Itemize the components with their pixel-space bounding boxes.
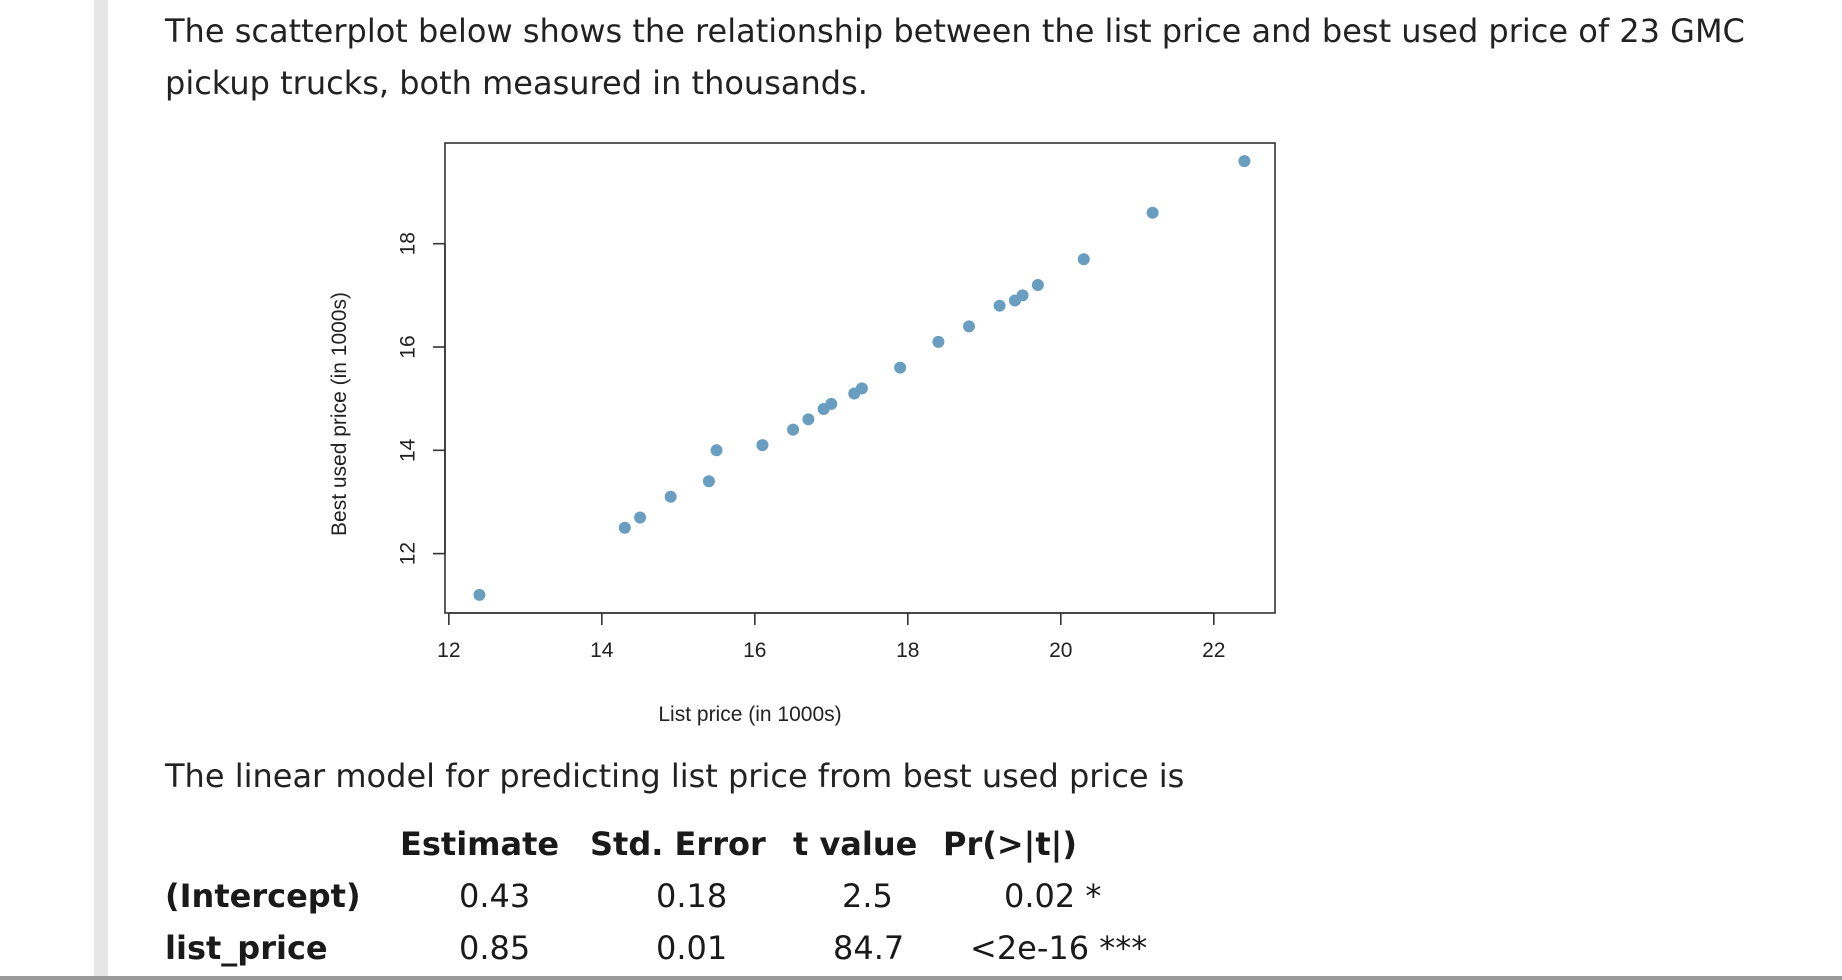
scatter-point — [855, 382, 868, 395]
scatter-point — [634, 511, 647, 524]
table-cell-intercept-t-value: 2.5 — [842, 877, 893, 915]
scatter-point — [1016, 289, 1029, 302]
scatter-point — [473, 588, 486, 601]
table-cell-intercept-p-value: 0.02 * — [1004, 877, 1102, 915]
y-tick-label: 14 — [397, 438, 420, 462]
scatter-point — [618, 521, 631, 534]
table-row-label-list-price: list_price — [165, 929, 328, 967]
y-tick-label: 16 — [397, 335, 420, 358]
scatter-point — [787, 423, 800, 436]
scatter-point — [1238, 155, 1251, 168]
scatter-point — [894, 361, 907, 374]
x-axis-label: List price (in 1000s) — [658, 703, 841, 726]
x-tick-label: 20 — [1049, 639, 1072, 662]
scatter-point — [802, 413, 815, 426]
scatter-point — [963, 320, 976, 333]
table-cell-intercept-estimate: 0.43 — [459, 877, 531, 915]
table-header-std-error: Std. Error — [590, 825, 766, 863]
x-tick-label: 18 — [896, 639, 919, 662]
scatter-point — [932, 335, 945, 348]
scatter-point — [710, 444, 723, 457]
scatter-point — [993, 299, 1006, 312]
x-tick-label: 16 — [743, 639, 766, 662]
intro-paragraph: The scatterplot below shows the relation… — [165, 12, 1745, 102]
table-row-label-intercept: (Intercept) — [165, 877, 361, 915]
left-rail — [0, 0, 108, 980]
model-intro-text: The linear model for predicting list pri… — [165, 757, 1185, 795]
scatter-point — [825, 397, 838, 410]
table-header-p-value: Pr(>|t|) — [943, 825, 1077, 863]
x-tick-label: 12 — [437, 639, 460, 662]
y-tick-label: 12 — [397, 542, 420, 565]
scatter-point — [664, 490, 677, 503]
table-cell-intercept-std-error: 0.18 — [656, 877, 728, 915]
table-cell-list-price-std-error: 0.01 — [656, 929, 728, 967]
x-tick-label: 22 — [1202, 639, 1225, 662]
scatter-point — [1031, 279, 1044, 292]
table-cell-list-price-estimate: 0.85 — [459, 929, 531, 967]
scatter-point — [702, 475, 715, 488]
scatter-point — [756, 439, 769, 452]
y-tick-label: 18 — [397, 232, 420, 255]
y-axis-label: Best used price (in 1000s) — [328, 292, 351, 536]
scatterplot: 12 14 16 18 20 22 12 14 16 18 List price (in 1000… — [328, 142, 1276, 726]
left-rail-bar — [94, 0, 108, 980]
scatter-point — [1077, 253, 1090, 266]
table-cell-list-price-p-value: <2e-16 *** — [970, 929, 1148, 967]
scatter-point — [1146, 206, 1159, 219]
x-tick-label: 14 — [590, 639, 614, 662]
table-header-t-value: t value — [793, 825, 918, 863]
table-cell-list-price-t-value: 84.7 — [833, 929, 905, 967]
table-header-estimate: Estimate — [400, 825, 560, 863]
bottom-rule — [0, 976, 1842, 980]
